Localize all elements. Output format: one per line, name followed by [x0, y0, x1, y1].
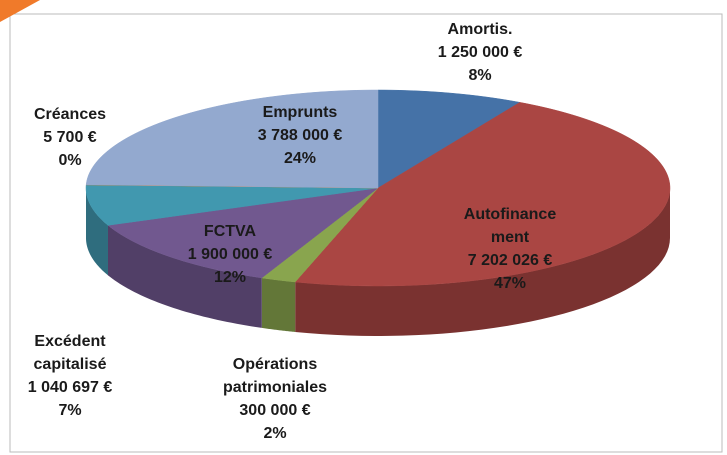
slice	[85, 184, 379, 226]
slice	[294, 102, 671, 287]
data-label: Amortis. 1 250 000 € 8%	[420, 18, 540, 87]
label-percent: 2%	[263, 425, 287, 442]
label-name: Excédent capitalisé	[33, 333, 107, 373]
label-name: FCTVA	[203, 223, 257, 240]
label-percent: 0%	[58, 152, 82, 169]
slice	[107, 187, 379, 279]
slice	[377, 89, 521, 189]
slice-side	[295, 188, 670, 336]
label-name: Autofinance ment	[463, 206, 557, 246]
data-label: FCTVA 1 900 000 € 12%	[160, 220, 300, 289]
label-percent: 47%	[493, 275, 527, 292]
label-name: Amortis.	[447, 21, 513, 38]
slice	[261, 187, 379, 283]
slice-side	[107, 225, 262, 328]
label-value: 300 000 €	[239, 402, 311, 419]
slice-side	[86, 188, 108, 276]
label-percent: 24%	[283, 150, 317, 167]
data-label: Opérations patrimoniales 300 000 € 2%	[195, 353, 355, 445]
label-percent: 12%	[213, 269, 247, 286]
data-label: Emprunts 3 788 000 € 24%	[220, 101, 380, 170]
label-name: Emprunts	[262, 104, 338, 121]
label-percent: 7%	[58, 402, 82, 419]
slice	[85, 89, 379, 189]
label-value: 7 202 026 €	[467, 252, 553, 269]
label-value: 5 700 €	[43, 129, 97, 146]
label-name: Opérations patrimoniales	[222, 356, 328, 396]
data-label: Créances 5 700 € 0%	[10, 103, 130, 172]
label-value: 1 040 697 €	[27, 379, 113, 396]
label-value: 1 250 000 €	[437, 44, 523, 61]
label-value: 3 788 000 €	[257, 127, 343, 144]
label-name: Créances	[33, 106, 107, 123]
label-percent: 8%	[468, 67, 492, 84]
label-value: 1 900 000 €	[187, 246, 273, 263]
data-label: Autofinance ment 7 202 026 € 47%	[440, 203, 580, 295]
slice-side	[261, 277, 296, 332]
corner	[0, 0, 40, 22]
data-label: Excédent capitalisé 1 040 697 € 7%	[10, 330, 130, 422]
